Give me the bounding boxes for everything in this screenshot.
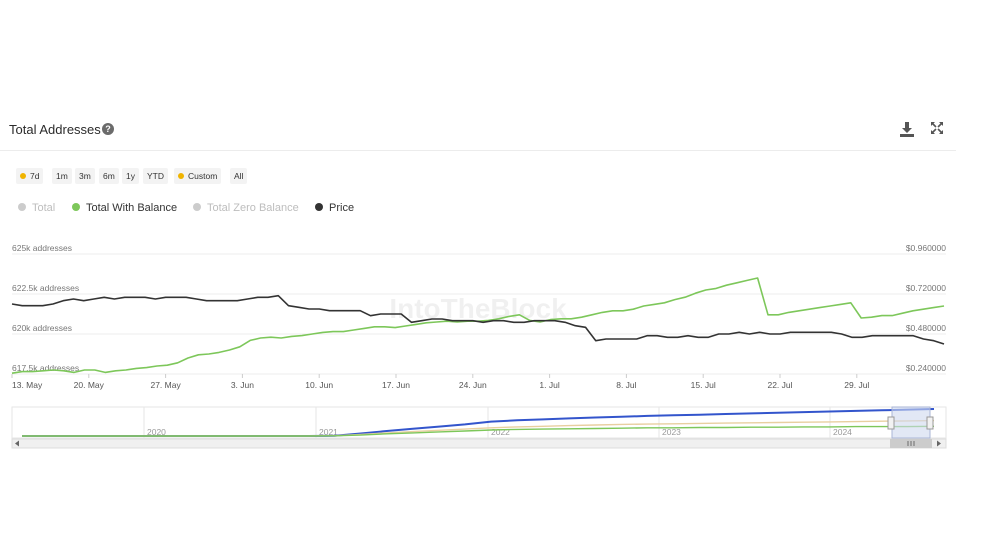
y-left-tick-label: 617.5k addresses xyxy=(12,363,79,373)
range-button-6m[interactable]: 6m xyxy=(99,168,119,184)
x-tick-label: 29. Jul xyxy=(844,380,869,390)
navigator-year-label: 2023 xyxy=(662,427,681,437)
download-icon[interactable] xyxy=(900,121,914,137)
range-button-1m[interactable]: 1m xyxy=(52,168,72,184)
chart-title: Total Addresses xyxy=(9,122,101,137)
navigator-year-label: 2024 xyxy=(833,427,852,437)
y-left-tick-label: 622.5k addresses xyxy=(12,283,79,293)
range-button-7d[interactable]: 7d xyxy=(16,168,44,184)
expand-icon[interactable] xyxy=(930,121,944,135)
scroll-left-arrow-icon xyxy=(15,440,19,447)
legend-dot-icon xyxy=(193,203,201,211)
y-axis-right: $0.960000 $0.720000 $0.480000 $0.240000 xyxy=(906,243,946,373)
x-tick-label: 20. May xyxy=(74,380,105,390)
x-tick-label: 10. Jun xyxy=(305,380,333,390)
y-left-tick-label: 625k addresses xyxy=(12,243,72,253)
x-tick-label: 13. May xyxy=(12,380,43,390)
active-dot-icon xyxy=(178,173,184,179)
grid-lines xyxy=(12,253,946,375)
y-left-tick-label: 620k addresses xyxy=(12,323,72,333)
navigator-line-total xyxy=(22,408,935,437)
navigator-line-total-zero-balance xyxy=(22,419,935,437)
legend-item-total-zero-balance[interactable]: Total Zero Balance xyxy=(193,201,299,215)
y-axis-left: 625k addresses 622.5k addresses 620k addre… xyxy=(12,243,79,373)
scroll-right-arrow-icon xyxy=(937,440,941,447)
navigator-year-label: 2021 xyxy=(319,427,338,437)
y-right-tick-label: $0.960000 xyxy=(906,243,946,253)
series-line-total-with-balance xyxy=(11,277,945,374)
series-line-price xyxy=(11,294,945,345)
watermark: IntoTheBlock xyxy=(389,293,567,324)
navigator-handle-right xyxy=(926,416,934,430)
x-tick-label: 22. Jul xyxy=(767,380,792,390)
help-icon[interactable]: ? xyxy=(102,123,114,135)
legend-dot-icon xyxy=(72,203,80,211)
x-tick-label: 27. May xyxy=(150,380,181,390)
navigator-selection xyxy=(891,406,931,439)
active-dot-icon xyxy=(20,173,26,179)
y-right-tick-label: $0.480000 xyxy=(906,323,946,333)
navigator-frame xyxy=(11,406,947,439)
x-tick-label: 8. Jul xyxy=(616,380,636,390)
navigator: 2020 2021 2022 2023 2024 xyxy=(11,406,947,449)
legend-item-total[interactable]: Total xyxy=(18,201,55,215)
range-button-all[interactable]: All xyxy=(230,168,248,184)
legend-dot-icon xyxy=(315,203,323,211)
x-tick-label: 15. Jul xyxy=(691,380,716,390)
navigator-line-total-with-balance xyxy=(22,425,935,437)
y-right-tick-label: $0.720000 xyxy=(906,283,946,293)
range-button-ytd[interactable]: YTD xyxy=(143,168,168,184)
range-button-1y[interactable]: 1y xyxy=(122,168,139,184)
scrollbar-track xyxy=(11,438,947,449)
chart-header: Total Addresses ? xyxy=(0,112,956,151)
legend-dot-icon xyxy=(18,203,26,211)
navigator-handle-left xyxy=(887,416,895,430)
range-button-custom[interactable]: Custom xyxy=(174,168,222,184)
x-tick-label: 24. Jun xyxy=(459,380,487,390)
x-axis: 13. May 20. May 27. May 3. Jun 10. Jun 17. Ju… xyxy=(11,374,869,390)
legend-item-total-with-balance[interactable]: Total With Balance xyxy=(72,201,177,215)
scrollbar-thumb xyxy=(890,439,932,448)
scrollbar-grip-icon xyxy=(907,441,915,446)
x-tick-label: 3. Jun xyxy=(231,380,254,390)
navigator-year-label: 2020 xyxy=(147,427,166,437)
y-right-tick-label: $0.240000 xyxy=(906,363,946,373)
series-lines xyxy=(11,277,945,374)
x-tick-label: 17. Jun xyxy=(382,380,410,390)
navigator-year-label: 2022 xyxy=(491,427,510,437)
legend-item-price[interactable]: Price xyxy=(315,201,354,215)
x-tick-label: 1. Jul xyxy=(539,380,559,390)
range-button-3m[interactable]: 3m xyxy=(75,168,95,184)
